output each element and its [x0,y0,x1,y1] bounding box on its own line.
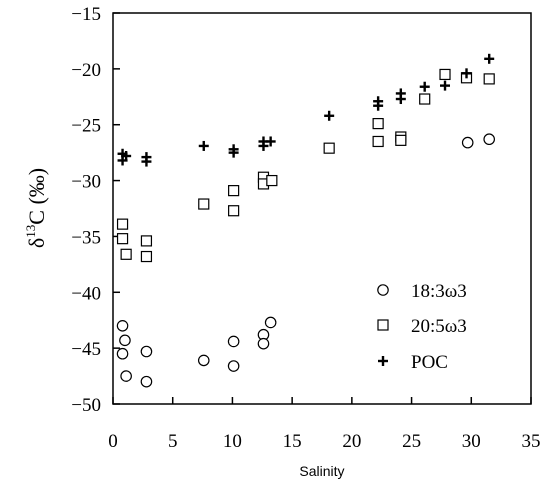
data-point [324,110,335,121]
data-point [373,100,384,111]
x-axis-label: Salinity [299,463,344,479]
axis-ticks [112,12,532,405]
data-point [140,345,153,358]
legend-marker [378,356,388,366]
data-point [483,73,495,85]
data-point [257,337,270,350]
x-tick-label: 0 [108,431,118,452]
x-tick-label: 5 [168,431,178,452]
data-point [228,205,240,217]
data-point [140,235,153,247]
data-point [140,250,153,263]
series-square [116,68,495,263]
x-tick-label: 30 [462,431,481,452]
data-point [264,316,277,329]
data-point [116,233,129,245]
x-tick-label: 25 [402,431,421,452]
data-point [140,375,153,388]
x-tick-label: 15 [283,431,302,452]
y-axis-label: δ13C (‰) [23,168,49,248]
data-point [258,140,269,151]
legend: 18:3ω3 20:5ω3 POC [377,281,467,373]
series-circle [116,133,495,388]
data-point [198,198,210,210]
data-point [395,94,406,105]
y-tick-label: −15 [71,4,101,25]
data-point [440,80,451,91]
data-point [372,117,384,130]
legend-label-18-3w3: 18:3ω3 [411,281,467,302]
y-axis-label-superscript: 13 [23,225,38,238]
data-point [228,185,240,197]
y-tick-label: −40 [71,283,101,304]
data-point [120,370,132,382]
x-tick-label: 20 [342,431,361,452]
legend-label-20-5w3: 20:5ω3 [411,316,467,337]
y-tick-label: −30 [71,172,101,193]
legend-marker [377,319,389,331]
data-point [198,140,209,151]
data-point [227,335,240,348]
series-plus [117,53,495,167]
data-point [461,136,474,149]
data-point [419,93,431,105]
y-tick-label: −35 [71,227,101,248]
data-point [484,53,495,64]
legend-markers [377,284,389,366]
y-axis-label-delta: δ [24,238,49,248]
data-points [116,53,495,388]
data-point [141,156,152,167]
data-point [266,174,278,187]
data-point [395,134,407,146]
data-point [120,248,132,260]
plot-frame [112,12,532,405]
data-point [116,319,129,332]
axis-tick-labels: 0 5 10 15 20 25 30 35 −15 −20 −25 −30 −35 −40 −45 −50 [71,4,540,452]
data-point [228,147,239,158]
data-point [265,136,276,147]
data-point [461,68,472,79]
data-point [197,354,210,367]
y-tick-label: −20 [71,60,101,81]
data-point [372,135,384,148]
legend-marker [377,284,389,296]
data-point [116,347,129,360]
data-point [419,81,430,92]
data-point [323,142,335,154]
y-tick-label: −50 [71,395,101,416]
data-point [439,68,451,81]
data-point [119,334,131,347]
data-point [121,150,132,161]
data-point [116,218,129,230]
x-tick-label: 35 [522,431,541,452]
y-tick-label: −45 [71,339,101,360]
x-tick-label: 10 [223,431,242,452]
y-tick-label: −25 [71,116,101,137]
data-point [483,133,495,146]
data-point [227,360,240,372]
legend-label-poc: POC [411,352,448,373]
y-axis-label-unit: C (‰) [24,168,49,225]
